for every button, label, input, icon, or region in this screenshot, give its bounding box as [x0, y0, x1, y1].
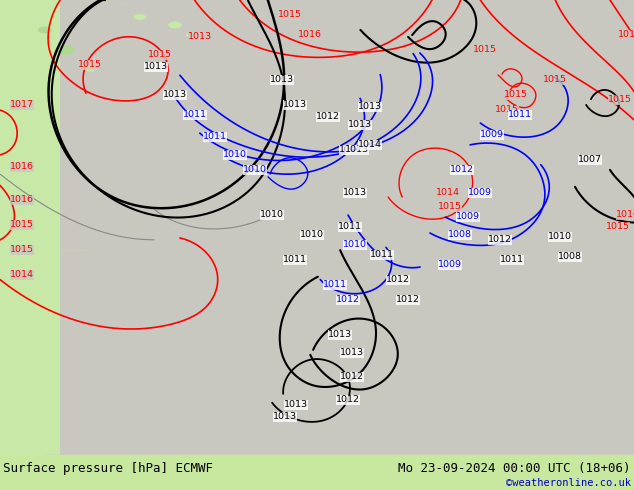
Text: 1009: 1009 [438, 260, 462, 270]
Text: 1013: 1013 [284, 400, 308, 409]
Ellipse shape [0, 19, 19, 31]
Text: 1012: 1012 [336, 395, 360, 404]
Text: 1013: 1013 [163, 91, 187, 99]
Text: 1011: 1011 [370, 250, 394, 259]
Polygon shape [0, 0, 60, 455]
Text: 1015: 1015 [504, 91, 528, 99]
Ellipse shape [134, 14, 146, 20]
Ellipse shape [3, 69, 27, 81]
Ellipse shape [81, 62, 99, 72]
Text: 1011: 1011 [183, 110, 207, 120]
Text: 1013: 1013 [188, 32, 212, 42]
Text: 1013: 1013 [328, 330, 352, 339]
Text: 1008: 1008 [448, 230, 472, 239]
Ellipse shape [55, 45, 75, 55]
Text: 1016: 1016 [616, 210, 634, 220]
Text: 1013: 1013 [283, 100, 307, 109]
Text: 1012: 1012 [316, 112, 340, 122]
Text: 1011: 1011 [508, 110, 532, 120]
Text: 1012: 1012 [450, 166, 474, 174]
Text: 1013: 1013 [343, 188, 367, 197]
Text: 1015: 1015 [543, 75, 567, 84]
Text: 1010: 1010 [223, 150, 247, 159]
Text: 1015: 1015 [438, 202, 462, 211]
Text: 1013: 1013 [345, 146, 369, 154]
Text: 1016: 1016 [298, 30, 322, 40]
Ellipse shape [38, 26, 52, 33]
Text: 1014: 1014 [358, 141, 382, 149]
Text: 1015: 1015 [473, 46, 497, 54]
Text: 1012: 1012 [386, 275, 410, 284]
Text: 1013: 1013 [340, 348, 364, 357]
Ellipse shape [168, 22, 182, 28]
Text: Mo 23-09-2024 00:00 UTC (18+06): Mo 23-09-2024 00:00 UTC (18+06) [398, 463, 631, 475]
Text: 1009: 1009 [480, 130, 504, 140]
Text: 1010: 1010 [343, 241, 367, 249]
Polygon shape [0, 0, 45, 455]
Text: 1015: 1015 [10, 245, 34, 254]
Text: 1015: 1015 [606, 222, 630, 231]
Text: 1015: 1015 [495, 105, 519, 115]
Text: 1012: 1012 [336, 295, 360, 304]
Text: 1015: 1015 [278, 10, 302, 20]
Ellipse shape [40, 56, 56, 64]
Polygon shape [0, 0, 634, 455]
Ellipse shape [186, 32, 198, 38]
Text: 10: 10 [339, 146, 351, 154]
Text: 1011: 1011 [283, 255, 307, 264]
Text: 1011: 1011 [323, 280, 347, 289]
Ellipse shape [20, 36, 36, 44]
Text: 1015: 1015 [78, 60, 102, 70]
Text: 1010: 1010 [243, 166, 267, 174]
Text: 1017: 1017 [10, 100, 34, 109]
Text: 1015: 1015 [618, 30, 634, 40]
Text: 1013: 1013 [273, 412, 297, 421]
Text: 1011: 1011 [338, 222, 362, 231]
Text: 1010: 1010 [260, 210, 284, 220]
Text: 1007: 1007 [578, 155, 602, 165]
Text: 1013: 1013 [270, 75, 294, 84]
Text: Surface pressure [hPa] ECMWF: Surface pressure [hPa] ECMWF [3, 463, 213, 475]
Text: 1016: 1016 [10, 162, 34, 171]
Text: 1013: 1013 [358, 102, 382, 111]
Text: 1014: 1014 [436, 188, 460, 197]
Text: 1012: 1012 [340, 372, 364, 381]
Text: 1015: 1015 [148, 50, 172, 59]
Text: 1015: 1015 [608, 96, 632, 104]
Text: 1012: 1012 [396, 295, 420, 304]
Text: 1012: 1012 [488, 235, 512, 245]
Text: 1013: 1013 [144, 62, 168, 72]
Text: 1009: 1009 [456, 212, 480, 221]
Text: 1010: 1010 [548, 232, 572, 242]
Polygon shape [0, 0, 238, 251]
Text: 1013: 1013 [348, 121, 372, 129]
Text: 1008: 1008 [558, 252, 582, 261]
Text: 1011: 1011 [500, 255, 524, 264]
Text: ©weatheronline.co.uk: ©weatheronline.co.uk [506, 478, 631, 488]
Text: 1011: 1011 [203, 132, 227, 142]
Text: 1014: 1014 [10, 270, 34, 279]
Text: 1016: 1016 [10, 196, 34, 204]
Text: 1015: 1015 [10, 220, 34, 229]
Text: 1010: 1010 [300, 230, 324, 239]
Text: 1009: 1009 [468, 188, 492, 197]
